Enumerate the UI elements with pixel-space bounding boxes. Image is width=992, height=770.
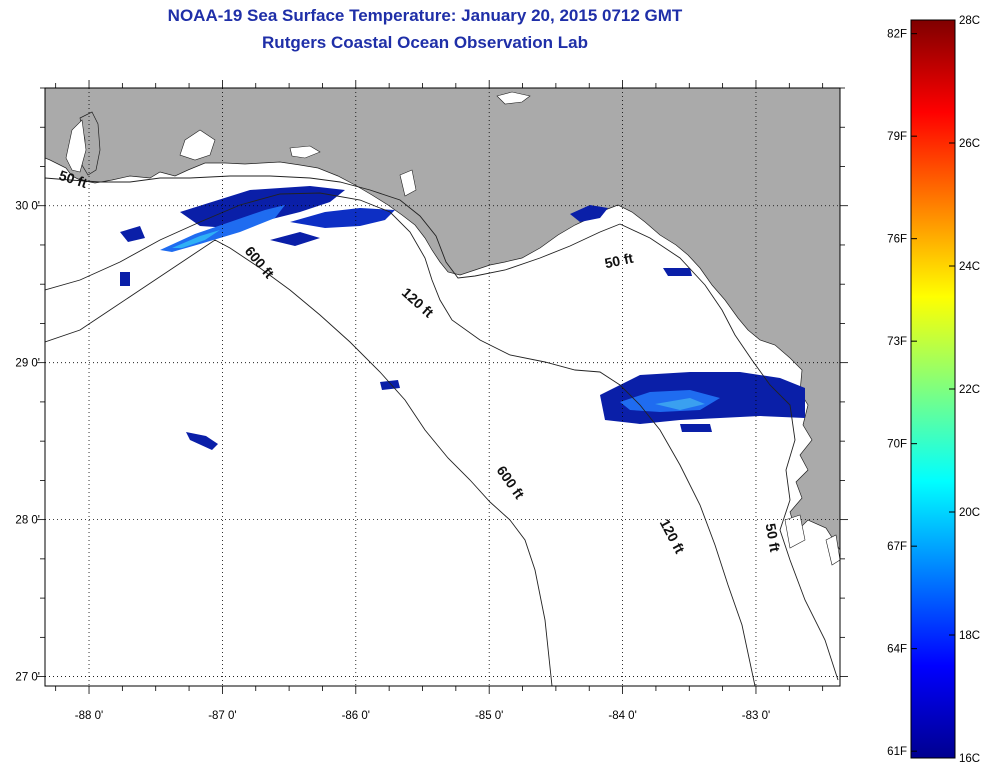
lake-water bbox=[496, 91, 531, 105]
x-tick-label: -83 0' bbox=[742, 710, 770, 722]
x-tick-label: -88 0' bbox=[75, 710, 103, 722]
colorbar-label-c: 24C bbox=[959, 261, 980, 273]
colorbar-label-c: 26C bbox=[959, 138, 980, 150]
graticule bbox=[45, 88, 840, 686]
coastal-inlet bbox=[784, 514, 806, 549]
contour-label: 50 ft bbox=[763, 522, 784, 553]
contour-50ft-west bbox=[45, 175, 621, 279]
y-tick-label: 29 0' bbox=[15, 358, 40, 370]
contour-120ft bbox=[45, 192, 756, 686]
map-subtitle: Rutgers Coastal Ocean Observation Lab bbox=[262, 33, 588, 52]
plot-frame bbox=[44, 87, 841, 687]
sst-patch bbox=[290, 208, 395, 228]
y-tick-label: 28 0' bbox=[15, 515, 40, 527]
sst-data-layer bbox=[120, 186, 805, 450]
contour-50ft-east bbox=[619, 223, 839, 681]
colorbar-label-f: 82F bbox=[887, 29, 907, 41]
colorbar-label-f: 79F bbox=[887, 131, 907, 143]
depth-contours bbox=[45, 175, 839, 686]
sst-patch bbox=[270, 232, 320, 246]
sst-patch bbox=[172, 230, 220, 248]
colorbar-label-c: 16C bbox=[959, 753, 980, 765]
y-axis-labels: 30 0' 29 0' 28 0' 27 0' bbox=[15, 201, 40, 684]
colorbar-celsius-labels: 16C 18C 20C 22C 24C 26C 28C bbox=[959, 15, 980, 765]
coastal-inlet bbox=[825, 534, 840, 566]
colorbar-label-f: 76F bbox=[887, 234, 907, 246]
bay-water bbox=[289, 145, 321, 159]
y-tick-label: 27 0' bbox=[15, 672, 40, 684]
colorbar-label-f: 67F bbox=[887, 541, 907, 553]
x-tick-label: -87 0' bbox=[208, 710, 236, 722]
sst-patch bbox=[380, 380, 400, 390]
sst-patch bbox=[663, 268, 692, 276]
colorbar-label-f: 73F bbox=[887, 336, 907, 348]
land-mass bbox=[45, 88, 840, 551]
x-axis-labels: -88 0' -87 0' -86 0' -85 0' -84 0' -83 0' bbox=[75, 710, 770, 722]
bay-water bbox=[65, 119, 87, 173]
colorbar-label-c: 22C bbox=[959, 384, 980, 396]
colorbar-fahrenheit-labels: 61F 64F 67F 70F 73F 76F 79F 82F bbox=[887, 29, 907, 759]
contour-label: 50 ft bbox=[603, 250, 635, 272]
sst-patch bbox=[120, 226, 145, 242]
colorbar-label-c: 20C bbox=[959, 507, 980, 519]
sst-patch bbox=[680, 424, 712, 432]
x-tick-label: -84 0' bbox=[608, 710, 636, 722]
colorbar-ticks bbox=[911, 19, 955, 759]
sst-patch bbox=[655, 398, 705, 410]
axis-ticks bbox=[37, 80, 848, 694]
colorbar-label-f: 64F bbox=[887, 644, 907, 656]
sst-patch bbox=[180, 186, 345, 228]
colorbar bbox=[910, 19, 956, 759]
sst-patch bbox=[120, 272, 130, 286]
coastal-inlet bbox=[399, 169, 417, 197]
y-tick-label: 30 0' bbox=[15, 201, 40, 213]
contour-600ft bbox=[45, 239, 553, 686]
colorbar-label-c: 28C bbox=[959, 15, 980, 27]
x-tick-label: -86 0' bbox=[342, 710, 370, 722]
colorbar-label-f: 70F bbox=[887, 439, 907, 451]
sst-patch bbox=[620, 390, 720, 412]
sst-patch bbox=[186, 432, 218, 450]
map-title: NOAA-19 Sea Surface Temperature: January… bbox=[167, 6, 683, 25]
colorbar-label-f: 61F bbox=[887, 746, 907, 758]
sst-patch bbox=[570, 205, 608, 222]
x-tick-label: -85 0' bbox=[475, 710, 503, 722]
bay-water bbox=[179, 129, 216, 161]
colorbar-label-c: 18C bbox=[959, 630, 980, 642]
